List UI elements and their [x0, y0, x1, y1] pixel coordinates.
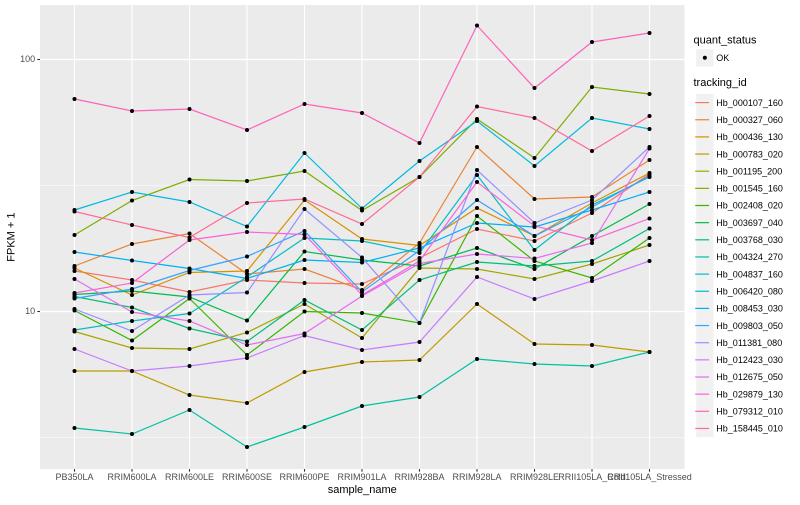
svg-text:Hb_003697_040: Hb_003697_040	[716, 218, 783, 228]
svg-text:RRIM600LA: RRIM600LA	[107, 472, 156, 482]
svg-text:RRII105LA_Cold: RRII105LA_Cold	[558, 472, 626, 482]
svg-text:OK: OK	[716, 53, 729, 63]
svg-text:Hb_002408_020: Hb_002408_020	[716, 201, 783, 211]
svg-text:Hb_079312_010: Hb_079312_010	[716, 407, 783, 417]
svg-text:RRIM600SE: RRIM600SE	[222, 472, 272, 482]
svg-text:Hb_009803_050: Hb_009803_050	[716, 321, 783, 331]
svg-text:FPKM + 1: FPKM + 1	[6, 212, 18, 261]
svg-text:Hb_029879_130: Hb_029879_130	[716, 389, 783, 399]
svg-text:sample_name: sample_name	[328, 484, 397, 496]
svg-text:Hb_001545_160: Hb_001545_160	[716, 184, 783, 194]
svg-text:RRIM901LA: RRIM901LA	[337, 472, 386, 482]
svg-text:Hb_011381_080: Hb_011381_080	[716, 338, 782, 348]
svg-text:tracking_id: tracking_id	[694, 77, 747, 89]
svg-text:Hb_000107_160: Hb_000107_160	[716, 98, 783, 108]
svg-text:Hb_000436_130: Hb_000436_130	[716, 132, 783, 142]
svg-text:quant_status: quant_status	[694, 35, 757, 47]
svg-text:Hb_006420_080: Hb_006420_080	[716, 286, 783, 296]
svg-text:RRIM928BA: RRIM928BA	[394, 472, 444, 482]
svg-text:Hb_008453_030: Hb_008453_030	[716, 304, 783, 314]
svg-text:RRII105LA_Stressed: RRII105LA_Stressed	[607, 472, 692, 482]
svg-text:RRIM928LA: RRIM928LA	[452, 472, 501, 482]
svg-text:RRIM600PE: RRIM600PE	[279, 472, 329, 482]
svg-text:Hb_000327_060: Hb_000327_060	[716, 115, 783, 125]
svg-text:Hb_004324_270: Hb_004324_270	[716, 252, 783, 262]
svg-text:Hb_001195_200: Hb_001195_200	[716, 166, 782, 176]
svg-text:Hb_004837_160: Hb_004837_160	[716, 269, 783, 279]
svg-text:Hb_012423_030: Hb_012423_030	[716, 355, 783, 365]
svg-text:RRIM928LE: RRIM928LE	[510, 472, 559, 482]
svg-text:100: 100	[20, 54, 35, 64]
svg-text:PB350LA: PB350LA	[55, 472, 93, 482]
svg-text:Hb_000783_020: Hb_000783_020	[716, 149, 783, 159]
svg-text:10: 10	[25, 306, 35, 316]
svg-text:Hb_012675_050: Hb_012675_050	[716, 372, 783, 382]
svg-text:Hb_158445_010: Hb_158445_010	[716, 424, 783, 434]
svg-text:Hb_003768_030: Hb_003768_030	[716, 235, 783, 245]
svg-text:RRIM600LE: RRIM600LE	[165, 472, 214, 482]
